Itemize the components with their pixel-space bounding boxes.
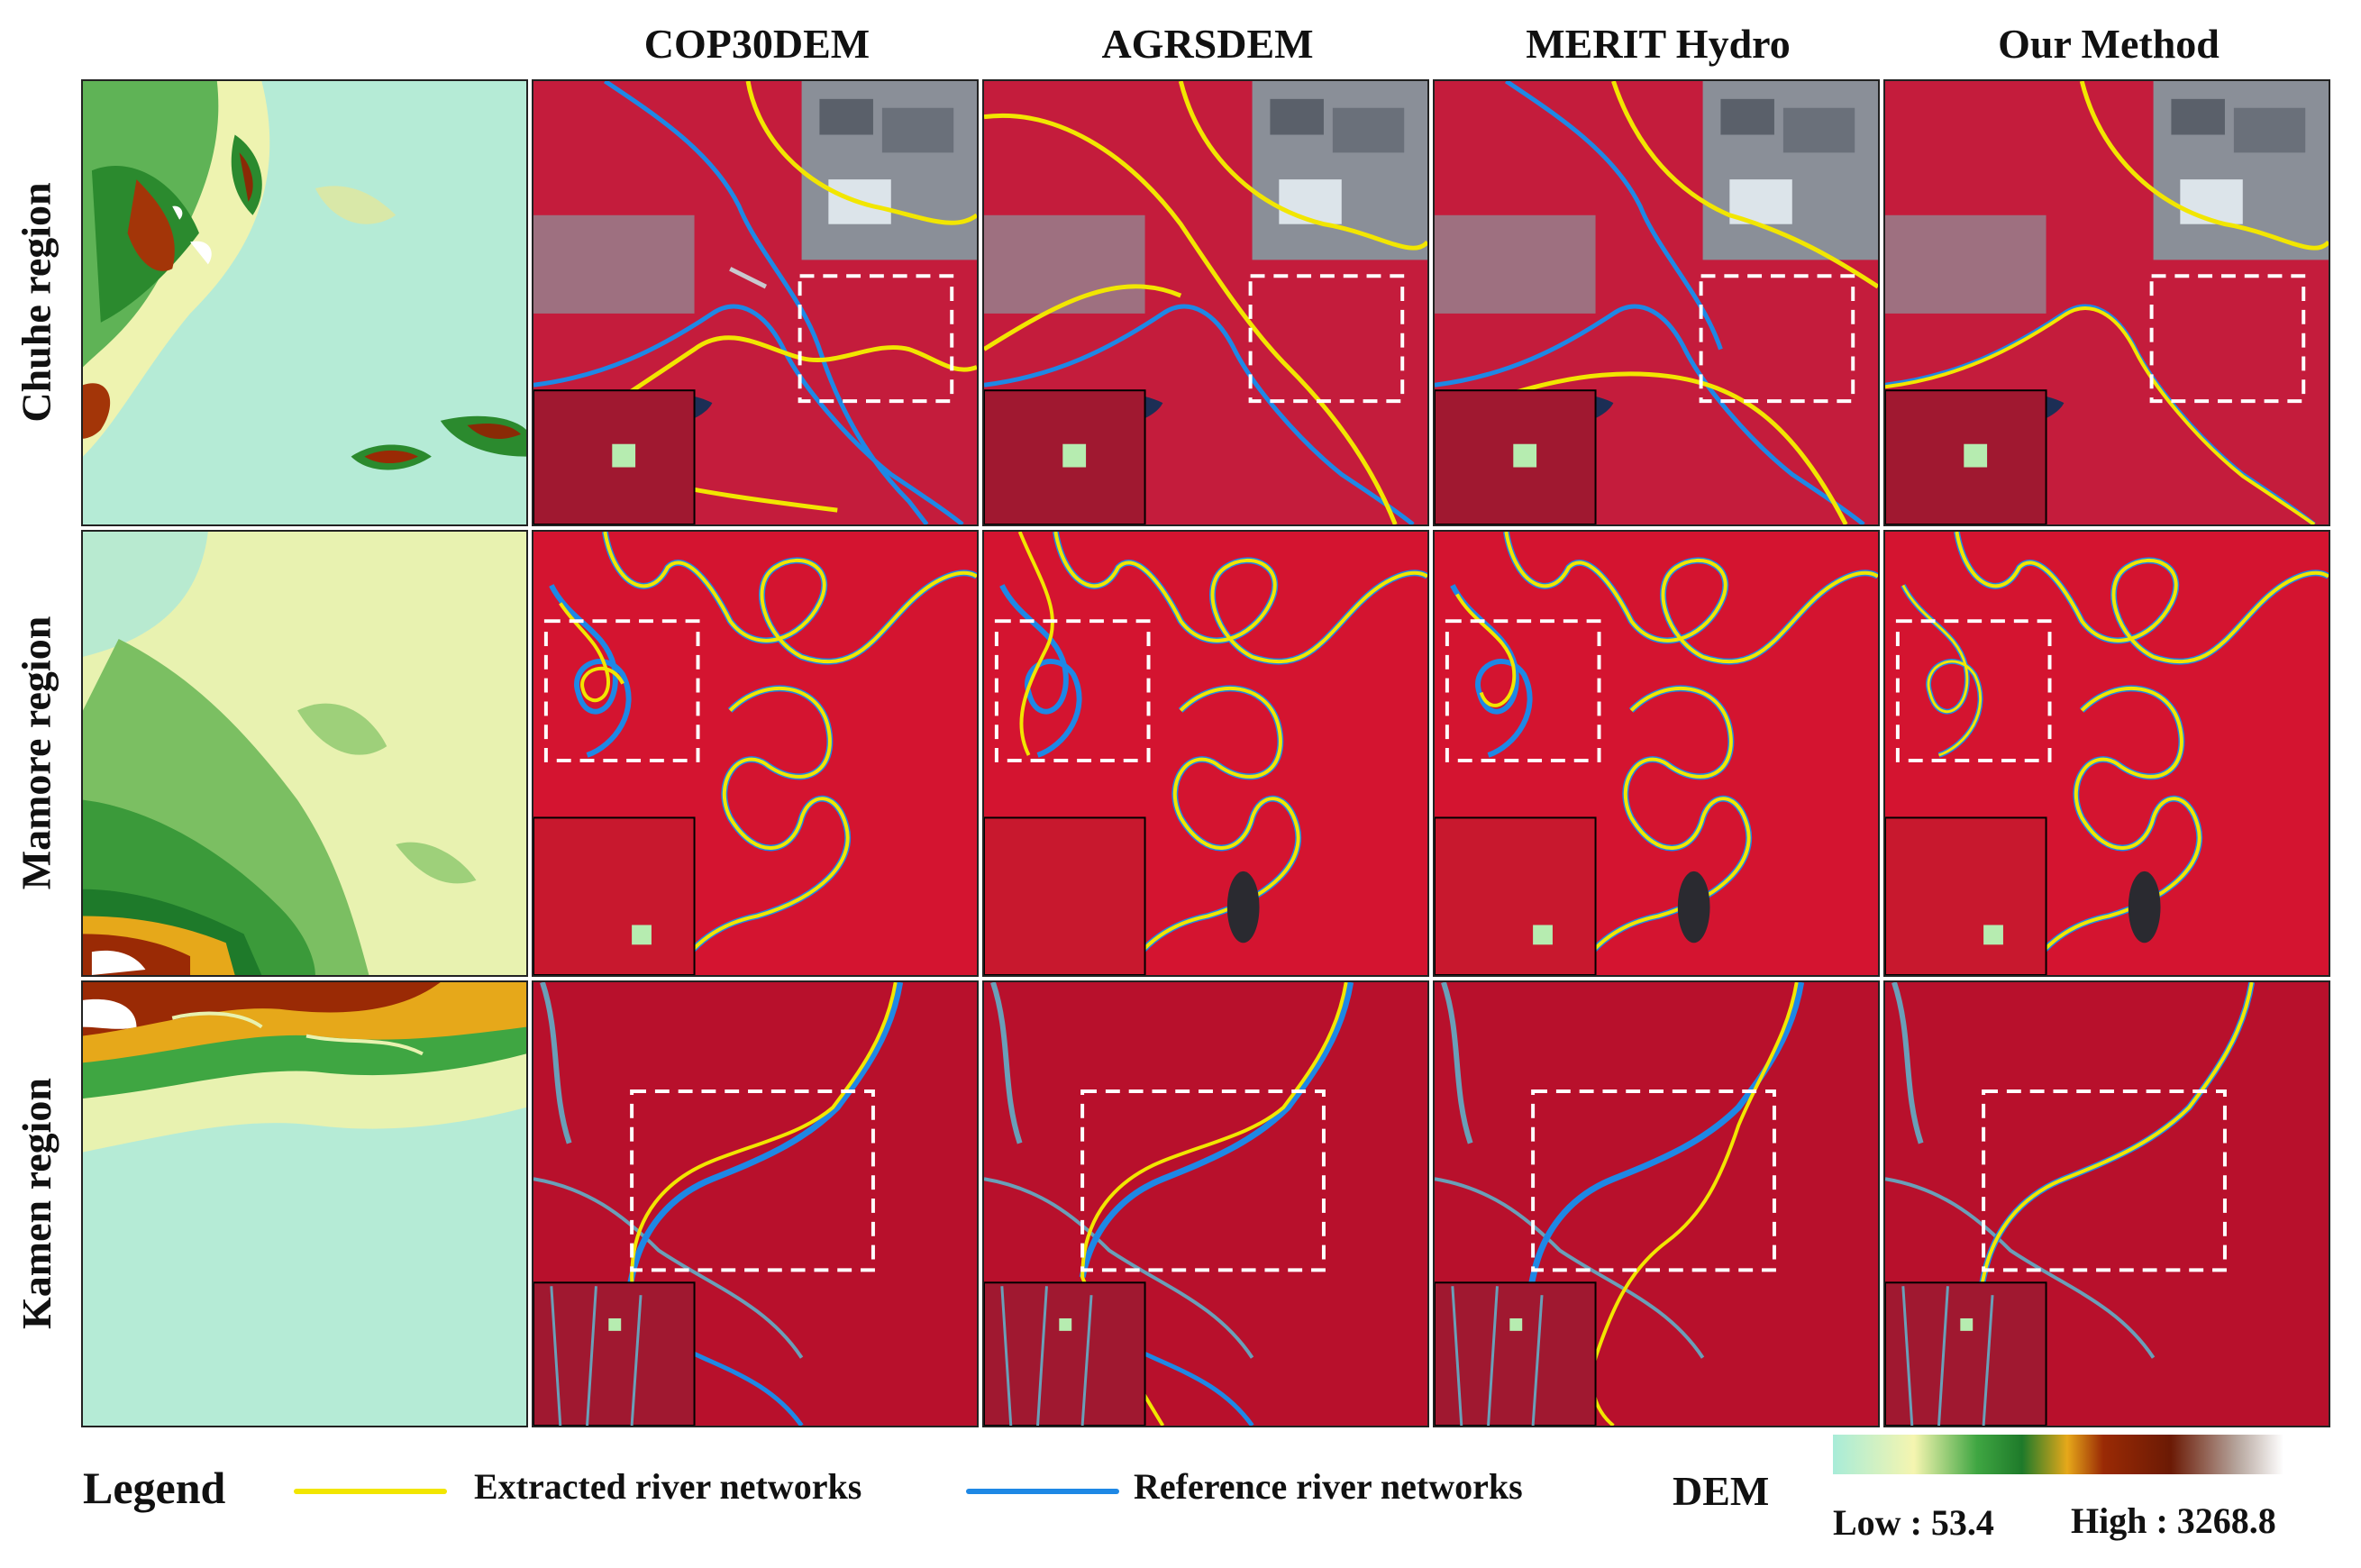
satellite-image-chuhe-agrsdem <box>984 81 1427 524</box>
column-header-cop30dem: COP30DEM <box>643 21 871 67</box>
row-header-kamen: Kamen region <box>13 1078 59 1329</box>
dem-color-ramp <box>1833 1435 2284 1474</box>
satellite-panel-chuhe-merit-hydro <box>1433 79 1880 526</box>
dem-panel-chuhe <box>81 79 528 526</box>
column-header-merit-hydro: MERIT Hydro <box>1526 21 1791 67</box>
satellite-panel-mamore-our-method <box>1883 530 2330 977</box>
column-header-agrsdem: AGRSDEM <box>1101 21 1314 67</box>
dem-legend-label: DEM <box>1673 1468 1770 1514</box>
satellite-image-kamen-cop30dem <box>533 982 977 1426</box>
dem-panel-kamen <box>81 980 528 1427</box>
satellite-image-mamore-agrsdem <box>984 532 1427 975</box>
satellite-image-kamen-merit-hydro <box>1435 982 1878 1426</box>
satellite-image-mamore-merit-hydro <box>1435 532 1878 975</box>
extracted-river-swatch <box>294 1489 447 1494</box>
extracted-river-label: Extracted river networks <box>474 1466 862 1507</box>
dem-image-mamore <box>83 532 526 975</box>
row-header-chuhe: Chuhe region <box>13 182 59 423</box>
column-header-our-method: Our Method <box>1998 21 2220 67</box>
dem-image-chuhe <box>83 81 526 524</box>
legend-title: Legend <box>83 1463 226 1513</box>
reference-river-swatch <box>966 1489 1119 1494</box>
satellite-panel-kamen-cop30dem <box>532 980 979 1427</box>
dem-low-label: Low : 53.4 <box>1833 1502 1994 1543</box>
reference-river-label: Reference river networks <box>1134 1466 1523 1507</box>
satellite-panel-kamen-agrsdem <box>982 980 1429 1427</box>
satellite-panel-kamen-our-method <box>1883 980 2330 1427</box>
dem-high-label: High : 3268.8 <box>2071 1500 2276 1541</box>
satellite-panel-chuhe-our-method <box>1883 79 2330 526</box>
satellite-panel-kamen-merit-hydro <box>1433 980 1880 1427</box>
satellite-panel-chuhe-agrsdem <box>982 79 1429 526</box>
satellite-image-chuhe-our-method <box>1885 81 2329 524</box>
dem-image-kamen <box>83 982 526 1426</box>
satellite-panel-chuhe-cop30dem <box>532 79 979 526</box>
satellite-panel-mamore-agrsdem <box>982 530 1429 977</box>
row-header-mamore: Mamore region <box>13 615 59 890</box>
dem-panel-mamore <box>81 530 528 977</box>
satellite-image-kamen-agrsdem <box>984 982 1427 1426</box>
satellite-image-chuhe-merit-hydro <box>1435 81 1878 524</box>
satellite-image-kamen-our-method <box>1885 982 2329 1426</box>
satellite-panel-mamore-merit-hydro <box>1433 530 1880 977</box>
satellite-image-mamore-cop30dem <box>533 532 977 975</box>
satellite-image-mamore-our-method <box>1885 532 2329 975</box>
satellite-panel-mamore-cop30dem <box>532 530 979 977</box>
satellite-image-chuhe-cop30dem <box>533 81 977 524</box>
